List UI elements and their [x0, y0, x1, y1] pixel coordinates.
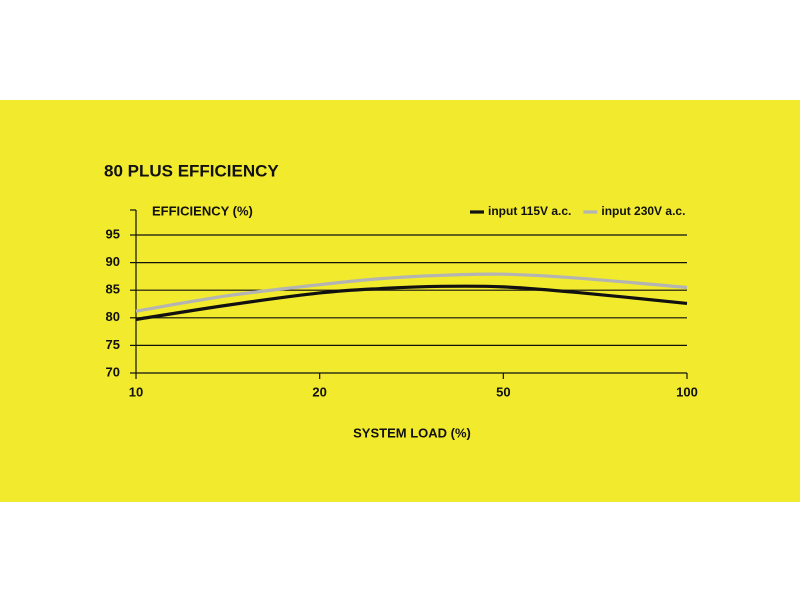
series-line — [135, 272, 688, 313]
legend-label: input 230V a.c. — [601, 204, 685, 218]
background-band — [0, 100, 800, 502]
y-tick-label: 80 — [106, 309, 120, 324]
y-tick-label: 90 — [106, 254, 120, 269]
y-tick-label: 85 — [106, 282, 120, 297]
y-tick-label: 75 — [106, 337, 120, 352]
y-axis-label: EFFICIENCY (%) — [152, 203, 253, 218]
x-axis-label: SYSTEM LOAD (%) — [353, 425, 471, 440]
chart-title: 80 PLUS EFFICIENCY — [104, 161, 279, 180]
series-line — [135, 284, 688, 322]
y-tick-label: 95 — [106, 226, 120, 241]
x-tick-label: 10 — [129, 384, 143, 399]
x-tick-label: 50 — [496, 384, 510, 399]
x-tick-label: 100 — [676, 384, 698, 399]
y-tick-label: 70 — [106, 364, 120, 379]
legend-label: input 115V a.c. — [488, 204, 571, 218]
x-tick-label: 20 — [312, 384, 326, 399]
